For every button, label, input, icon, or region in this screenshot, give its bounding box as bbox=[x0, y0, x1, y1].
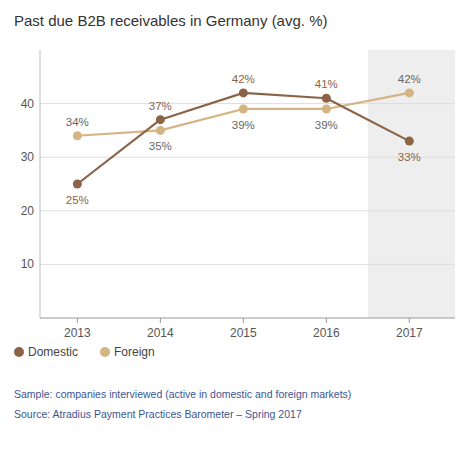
legend: Domestic Foreign bbox=[14, 345, 155, 359]
x-tick-label: 2014 bbox=[147, 326, 174, 340]
data-label: 41% bbox=[315, 78, 338, 90]
footnote: Sample: companies interviewed (active in… bbox=[14, 388, 351, 400]
data-label: 42% bbox=[232, 73, 255, 85]
marker bbox=[239, 104, 248, 113]
series bbox=[73, 88, 414, 140]
data-label: 39% bbox=[315, 119, 338, 131]
grid-line bbox=[40, 103, 455, 104]
y-axis-line bbox=[40, 50, 41, 318]
data-label: 37% bbox=[149, 100, 172, 112]
x-tick bbox=[243, 318, 244, 323]
legend-label: Domestic bbox=[28, 345, 78, 359]
marker bbox=[156, 126, 165, 135]
y-tick-label: 10 bbox=[21, 257, 35, 271]
y-tick-label: 30 bbox=[21, 150, 35, 164]
data-label: 42% bbox=[398, 73, 421, 85]
marker bbox=[73, 180, 82, 189]
data-label: 35% bbox=[149, 140, 172, 152]
x-tick bbox=[77, 318, 78, 323]
data-label: 39% bbox=[232, 119, 255, 131]
marker bbox=[405, 137, 414, 146]
x-axis-line bbox=[40, 318, 455, 319]
plot-area bbox=[73, 88, 414, 188]
x-tick bbox=[160, 318, 161, 323]
y-tick-label: 40 bbox=[21, 97, 35, 111]
marker bbox=[322, 104, 331, 113]
title: Past due B2B receivables in Germany (avg… bbox=[14, 12, 327, 29]
chart-container: Past due B2B receivables in Germany (avg… bbox=[0, 0, 472, 450]
marker bbox=[322, 94, 331, 103]
x-tick-label: 2016 bbox=[313, 326, 340, 340]
legend-marker bbox=[14, 347, 24, 357]
x-tick bbox=[326, 318, 327, 323]
marker bbox=[73, 131, 82, 140]
x-tick-label: 2017 bbox=[396, 326, 423, 340]
line bbox=[77, 93, 409, 184]
grid-line bbox=[40, 157, 455, 158]
marker bbox=[156, 115, 165, 124]
marker bbox=[405, 88, 414, 97]
y-tick-label: 20 bbox=[21, 204, 35, 218]
grid-line bbox=[40, 210, 455, 211]
footnote: Source: Atradius Payment Practices Barom… bbox=[14, 408, 302, 420]
chart: Past due B2B receivables in Germany (avg… bbox=[0, 0, 472, 450]
grid-line bbox=[40, 264, 455, 265]
x-tick-label: 2015 bbox=[230, 326, 257, 340]
legend-label: Foreign bbox=[114, 345, 155, 359]
data-labels: 25% 37% 42% 41% 33% 34% 35% 39% 39% 42% bbox=[66, 73, 421, 206]
data-label: 33% bbox=[398, 151, 421, 163]
legend-marker bbox=[100, 347, 110, 357]
marker bbox=[239, 88, 248, 97]
x-tick bbox=[409, 318, 410, 323]
data-label: 34% bbox=[66, 116, 89, 128]
series bbox=[73, 88, 414, 188]
data-label: 25% bbox=[66, 194, 89, 206]
highlight-band bbox=[368, 50, 455, 318]
x-tick-label: 2013 bbox=[64, 326, 91, 340]
